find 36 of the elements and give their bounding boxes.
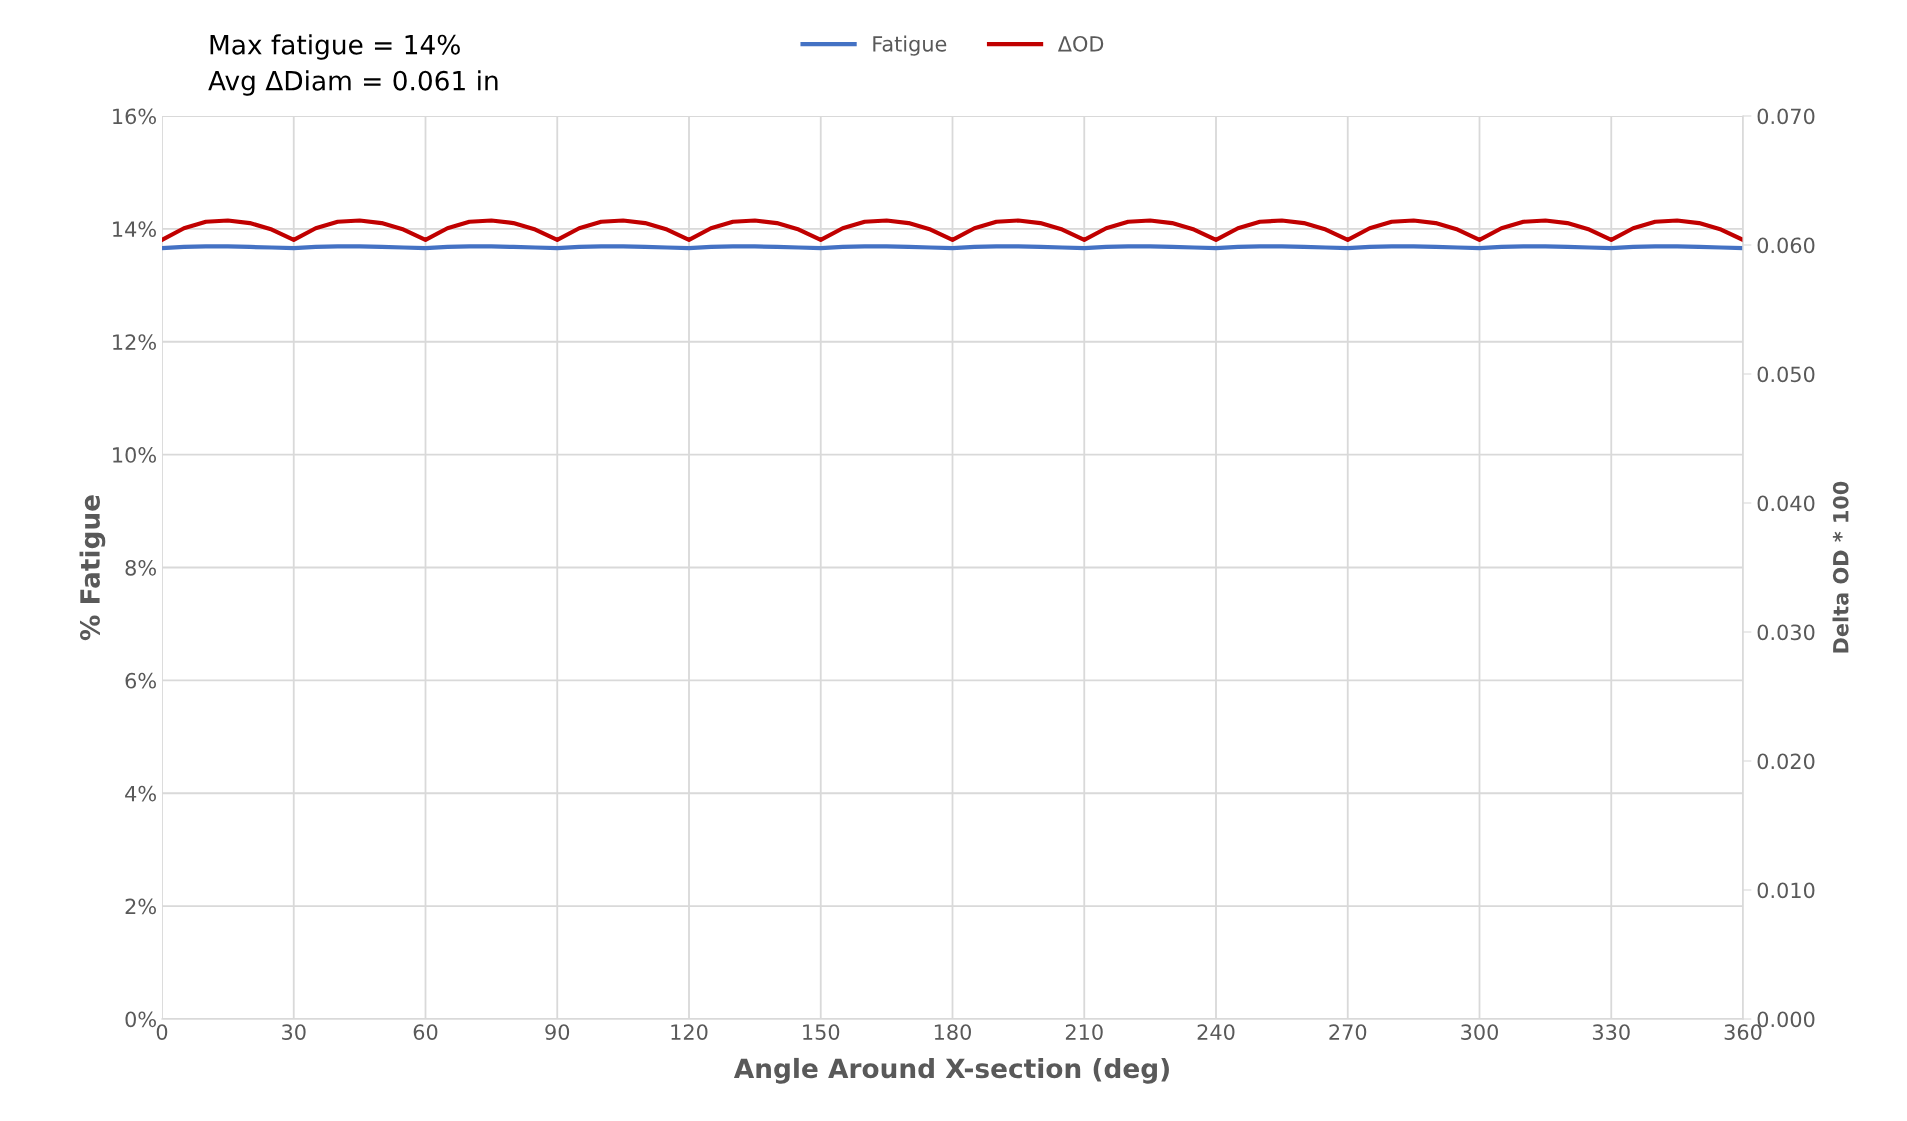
x-tick-label: 330	[1592, 1024, 1630, 1040]
y2-tick-label: 0.060	[1757, 237, 1815, 254]
line-series	[162, 218, 1743, 242]
y2-tick-label: 0.030	[1757, 624, 1815, 641]
text: Max fatigue = 14%	[210, 34, 460, 60]
y-axis-title: % Fatigue	[79, 495, 106, 641]
legend-label: ΔOD	[1057, 35, 1104, 52]
x-tick-label: 270	[1329, 1024, 1367, 1040]
y-tick-label: 8%	[125, 559, 156, 576]
x-tick-label: 30	[282, 1024, 306, 1040]
x-tick-label: 300	[1461, 1024, 1498, 1040]
y-tick-label: 16%	[113, 108, 156, 125]
y2-tick-label: 0.020	[1757, 753, 1815, 770]
y2-tick-label: 0.070	[1757, 108, 1815, 125]
x-tick-label: 150	[803, 1024, 840, 1040]
x-axis-title: Angle Around X-section (deg)	[733, 1057, 1169, 1084]
y2-tick-label: 0.050	[1757, 366, 1815, 383]
text: Avg ΔDiam = 0.061 in	[208, 70, 498, 96]
y-tick-label: 4%	[125, 785, 156, 802]
x-tick-label: 210	[1065, 1024, 1103, 1040]
x-tick-label: 240	[1197, 1024, 1235, 1040]
x-tick-label: 60	[413, 1024, 438, 1040]
y-tick-label: 2%	[125, 898, 156, 915]
x-tick-label: 0	[156, 1024, 168, 1040]
y-tick-label: 0%	[125, 1011, 156, 1028]
legend-label: Fatigue	[873, 35, 947, 56]
y-tick-label: 6%	[125, 672, 156, 689]
y-tick-label: 10%	[113, 447, 156, 463]
x-tick-label: 180	[934, 1024, 971, 1040]
y2-tick-label: 0.040	[1757, 495, 1815, 512]
y-tick-label: 14%	[113, 221, 156, 238]
y2-tick-label: 0.010	[1757, 882, 1815, 899]
y2-axis-title: Delta OD * 100	[1832, 481, 1849, 653]
x-tick-label: 90	[545, 1024, 570, 1040]
x-tick-label: 120	[671, 1024, 708, 1040]
y-tick-label: 12%	[113, 334, 156, 350]
